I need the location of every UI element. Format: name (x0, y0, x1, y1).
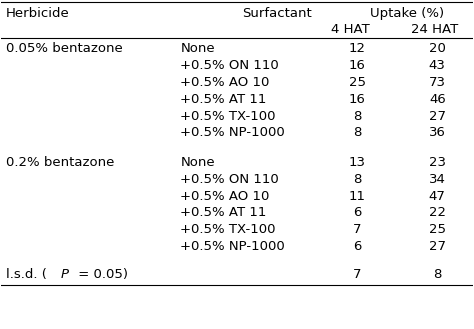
Text: 20: 20 (429, 42, 446, 55)
Text: 7: 7 (353, 223, 361, 236)
Text: 8: 8 (353, 173, 361, 186)
Text: None: None (181, 42, 215, 55)
Text: 8: 8 (353, 126, 361, 139)
Text: 23: 23 (429, 156, 446, 169)
Text: None: None (181, 156, 215, 169)
Text: +0.5% TX-100: +0.5% TX-100 (181, 110, 276, 123)
Text: 25: 25 (429, 223, 446, 236)
Text: +0.5% AT 11: +0.5% AT 11 (181, 206, 267, 219)
Text: 8: 8 (353, 110, 361, 123)
Text: 73: 73 (429, 76, 446, 89)
Text: +0.5% ON 110: +0.5% ON 110 (181, 59, 279, 72)
Text: +0.5% AO 10: +0.5% AO 10 (181, 190, 270, 203)
Text: 36: 36 (429, 126, 446, 139)
Text: 6: 6 (353, 206, 361, 219)
Text: $P$: $P$ (60, 268, 70, 281)
Text: +0.5% AT 11: +0.5% AT 11 (181, 93, 267, 106)
Text: 6: 6 (353, 240, 361, 253)
Text: +0.5% NP-1000: +0.5% NP-1000 (181, 240, 285, 253)
Text: 12: 12 (349, 42, 365, 55)
Text: 0.05% bentazone: 0.05% bentazone (6, 42, 123, 55)
Text: 25: 25 (349, 76, 365, 89)
Text: 27: 27 (429, 240, 446, 253)
Text: 22: 22 (429, 206, 446, 219)
Text: 13: 13 (349, 156, 365, 169)
Text: 47: 47 (429, 190, 446, 203)
Text: = 0.05): = 0.05) (74, 268, 128, 281)
Text: 43: 43 (429, 59, 446, 72)
Text: +0.5% ON 110: +0.5% ON 110 (181, 173, 279, 186)
Text: +0.5% AO 10: +0.5% AO 10 (181, 76, 270, 89)
Text: l.s.d. (: l.s.d. ( (6, 268, 47, 281)
Text: +0.5% TX-100: +0.5% TX-100 (181, 223, 276, 236)
Text: 24 HAT: 24 HAT (411, 23, 458, 36)
Text: 16: 16 (349, 59, 365, 72)
Text: 27: 27 (429, 110, 446, 123)
Text: 0.2% bentazone: 0.2% bentazone (6, 156, 115, 169)
Text: Herbicide: Herbicide (6, 7, 70, 20)
Text: Uptake (%): Uptake (%) (370, 7, 444, 20)
Text: 4 HAT: 4 HAT (331, 23, 369, 36)
Text: 46: 46 (429, 93, 446, 106)
Text: 7: 7 (353, 268, 361, 281)
Text: 16: 16 (349, 93, 365, 106)
Text: +0.5% NP-1000: +0.5% NP-1000 (181, 126, 285, 139)
Text: Surfactant: Surfactant (242, 7, 311, 20)
Text: 11: 11 (349, 190, 365, 203)
Text: 34: 34 (429, 173, 446, 186)
Text: 8: 8 (433, 268, 441, 281)
